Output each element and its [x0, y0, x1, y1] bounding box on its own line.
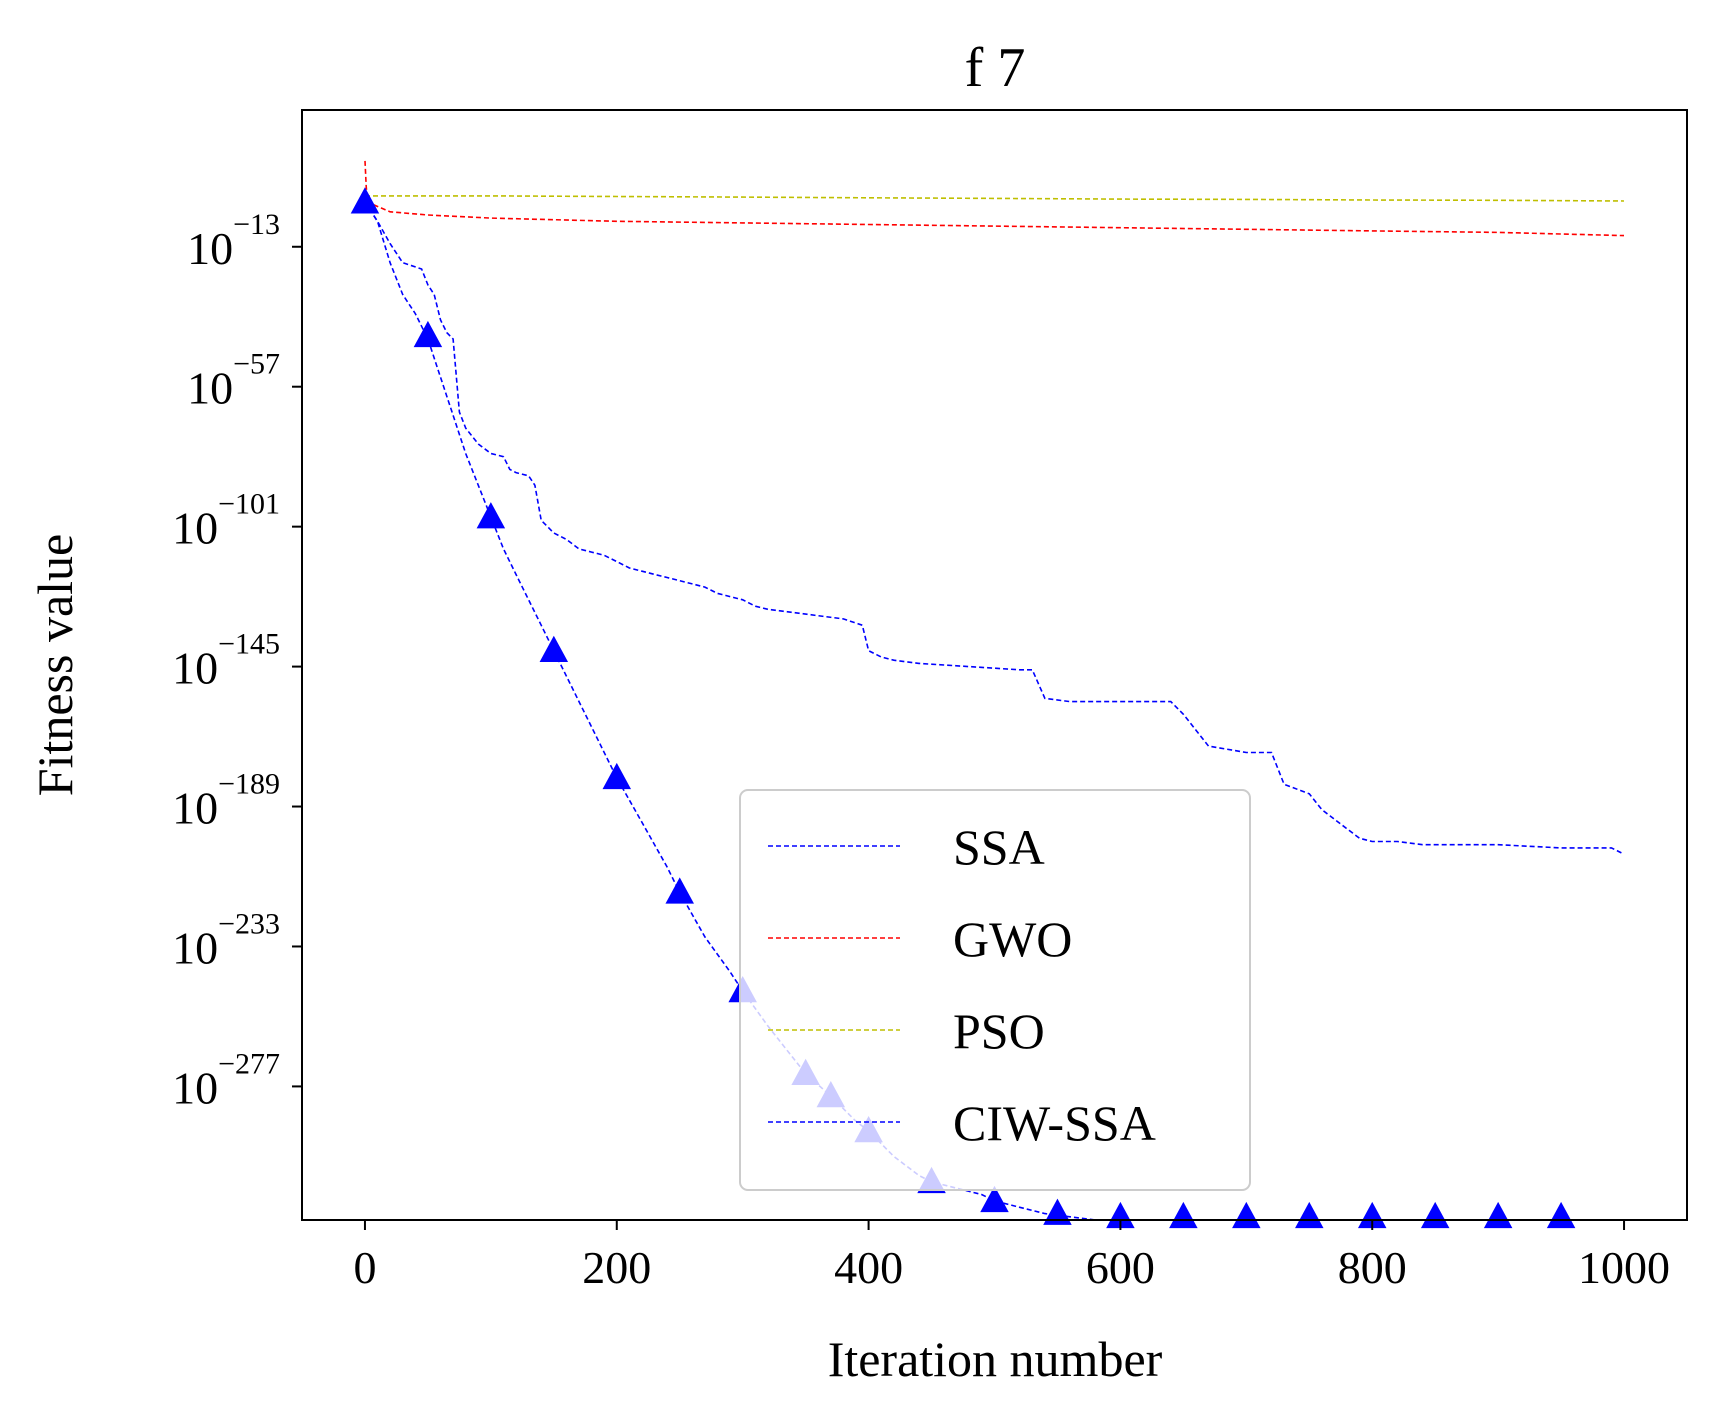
series-marker-ciw-ssa [1295, 1201, 1324, 1229]
y-tick-exponent: −57 [233, 348, 280, 381]
y-tick-label: 10−57 [187, 348, 280, 414]
y-tick-label: 10−145 [172, 628, 280, 694]
series-line-ssa [364, 201, 1625, 855]
series-marker-ciw-ssa [1420, 1201, 1450, 1229]
series-marker-ciw-ssa [665, 877, 694, 904]
y-tick-label: 10−13 [187, 208, 280, 274]
series-marker-ciw-ssa [476, 502, 506, 529]
series-marker-ciw-ssa [1043, 1198, 1072, 1225]
series-marker-ciw-ssa [1483, 1201, 1513, 1229]
title-layer: f 7 [965, 37, 1026, 99]
series-marker-ciw-ssa [1169, 1201, 1198, 1229]
y-tick-exponent: −233 [218, 907, 280, 940]
x-tick-label: 600 [1086, 1242, 1155, 1293]
y-tick-base: 10 [172, 783, 218, 834]
chart-title: f 7 [965, 37, 1026, 99]
y-tick-label: 10−189 [172, 768, 280, 834]
series-line-ciw-ssa [364, 201, 1624, 1220]
series-marker-ciw-ssa [1357, 1201, 1387, 1229]
series-marker-ciw-ssa [980, 1185, 1009, 1213]
y-tick-exponent: −101 [218, 488, 280, 521]
plot-frame [301, 109, 1688, 1221]
x-tick-label: 200 [582, 1242, 651, 1293]
y-tick-base: 10 [172, 643, 218, 694]
series-marker-ciw-ssa [1106, 1201, 1135, 1229]
series-line-pso [365, 195, 1625, 202]
legend-label-ciw-ssa: CIW-SSA [953, 1095, 1156, 1151]
y-tick-label: 10−233 [172, 907, 280, 973]
series-marker-ciw-ssa [1232, 1201, 1261, 1229]
y-tick-label: 10−101 [172, 488, 280, 554]
y-tick-exponent: −189 [218, 768, 280, 801]
series-line-gwo [364, 160, 1625, 237]
legend-box [739, 789, 1251, 1191]
y-tick-base: 10 [172, 922, 218, 973]
y-tick-label: 10−277 [172, 1047, 280, 1113]
y-tick-base: 10 [187, 223, 233, 274]
legend-label-ssa: SSA [953, 819, 1045, 875]
series-marker-ciw-ssa [413, 320, 443, 348]
y-tick-base: 10 [172, 503, 218, 554]
series-marker-ciw-ssa [539, 635, 569, 662]
x-tick-label: 800 [1338, 1242, 1407, 1293]
y-axis-label: Fitness value [27, 534, 83, 796]
series-marker-ciw-ssa [602, 762, 632, 790]
y-tick-base: 10 [172, 1062, 218, 1113]
y-tick-base: 10 [187, 363, 233, 414]
axis-labels: Iteration number Fitness value [27, 534, 1163, 1387]
legend-label-pso: PSO [953, 1003, 1045, 1059]
x-tick-label: 400 [834, 1242, 903, 1293]
x-tick-label: 0 [353, 1242, 376, 1293]
y-tick-exponent: −13 [233, 208, 280, 241]
series-marker-ciw-ssa [1546, 1201, 1576, 1229]
legend-label-gwo: GWO [953, 911, 1072, 967]
x-axis: 0 200 400 600 800 1000 [353, 1220, 1670, 1293]
x-axis-label: Iteration number [828, 1331, 1163, 1387]
legend: SSA GWO PSO CIW-SSA [739, 789, 1251, 1191]
y-tick-exponent: −277 [218, 1047, 280, 1080]
x-tick-label: 1000 [1578, 1242, 1670, 1293]
y-tick-exponent: −145 [218, 628, 280, 661]
series-marker-ciw-ssa [350, 187, 380, 214]
